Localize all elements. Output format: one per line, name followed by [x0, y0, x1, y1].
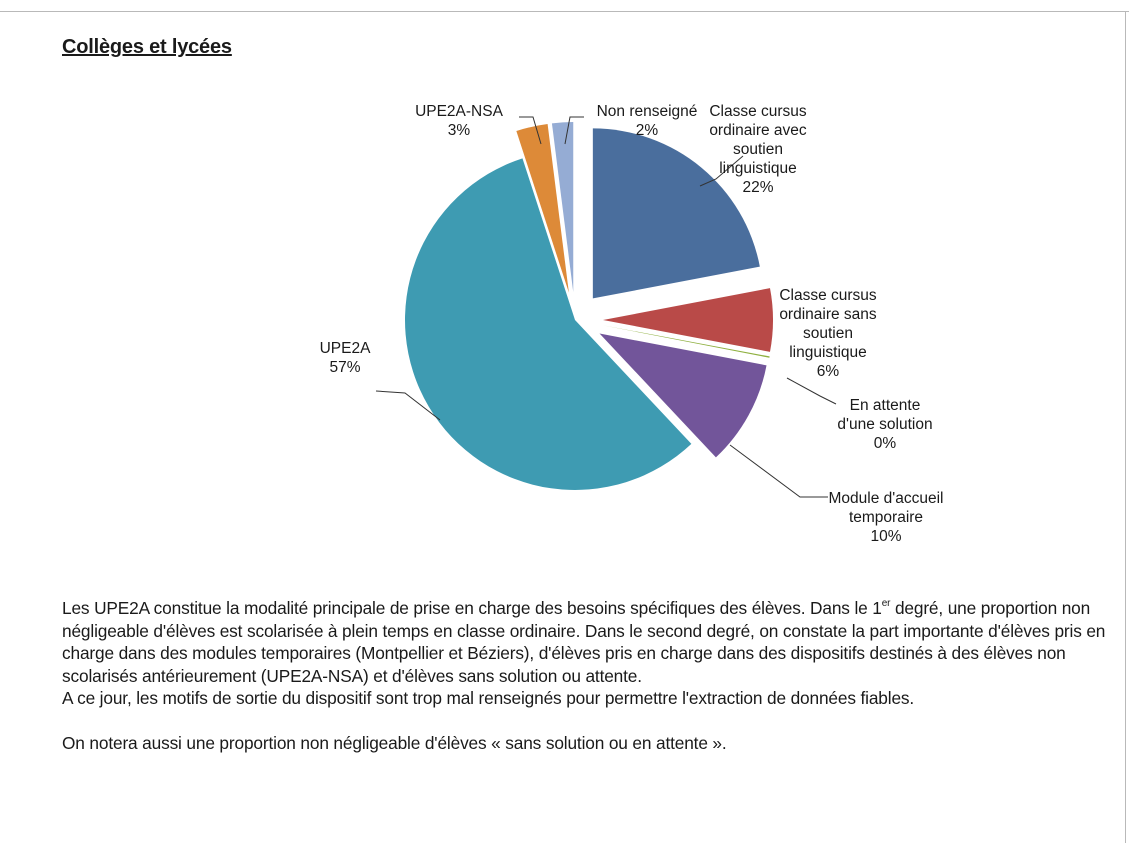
pie-label-upe2a-nsa: UPE2A-NSA 3% [415, 103, 504, 139]
pie-label-classe-avec-soutien: Classe cursus ordinaire avec soutien lingui… [709, 103, 807, 196]
pie-slice-upe2a-nsa [516, 124, 569, 293]
paragraph-exit-reasons: A ce jour, les motifs de sortie du dispo… [62, 688, 915, 709]
paragraph-main-rest: degré, une proportion non négligeable d'… [62, 598, 1106, 686]
leader-line-upe2a [375, 390, 441, 421]
paragraph-main-start: Les UPE2A constitue la modalité principa… [62, 598, 882, 618]
leader-line-classe-avec-soutien [699, 155, 744, 187]
page-frame-top [0, 11, 1129, 12]
leader-line-en-attente [786, 377, 837, 405]
paragraph-main: Les UPE2A constitue la modalité principa… [62, 597, 1112, 687]
pie-slice-classe-sans-soutien [603, 288, 773, 352]
section-heading: Collèges et lycées [62, 36, 232, 58]
pie-label-upe2a: UPE2A 57% [320, 340, 371, 376]
pie-chart: Classe cursus ordinaire avec soutien lingui… [320, 103, 944, 545]
leader-line-module-accueil [729, 444, 828, 498]
pie-slice-en-attente [602, 325, 770, 358]
pie-label-module-accueil: Module d'accueil temporaire 10% [829, 490, 944, 545]
pie-label-en-attente: En attente d'une solution 0% [837, 397, 932, 452]
ordinal-superscript: er [881, 598, 891, 609]
pie-slice-classe-avec-soutien [592, 128, 760, 299]
leader-line-upe2a-nsa [519, 116, 542, 145]
pie-slice-non-renseigne [551, 122, 574, 293]
leader-line-non-renseigne [564, 116, 584, 145]
pie-label-non-renseigne: Non renseigné 2% [597, 103, 698, 139]
pie-slice-module-accueil [599, 333, 767, 458]
page-frame-right [1125, 11, 1126, 843]
body-text: Les UPE2A constitue la modalité principa… [62, 597, 1112, 755]
pie-label-classe-sans-soutien: Classe cursus ordinaire sans soutien lingui… [779, 287, 877, 380]
pie-slice-upe2a [404, 158, 692, 491]
paragraph-note: On notera aussi une proportion non négli… [62, 732, 727, 753]
